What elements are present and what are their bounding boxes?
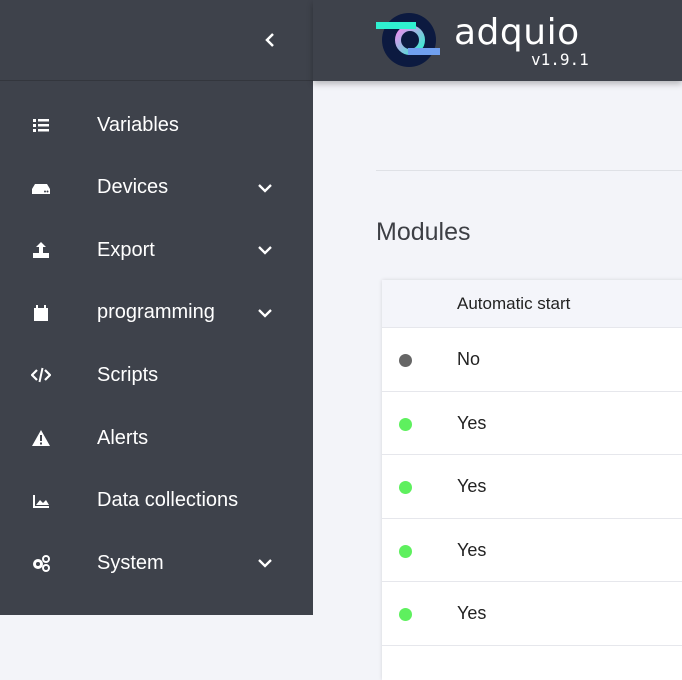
- status-dot: [399, 417, 412, 431]
- automatic-start-value: No: [457, 349, 481, 369]
- chevron-down-icon[interactable]: [255, 178, 275, 198]
- list-icon: [31, 115, 51, 135]
- chevron-down-icon[interactable]: [255, 240, 275, 260]
- modules-table: Automatic start No Yes Yes Yes Yes: [382, 280, 682, 680]
- status-dot: [399, 481, 412, 494]
- upload-icon: [31, 240, 51, 260]
- table-row[interactable]: Yes: [382, 455, 682, 519]
- sidebar-item-label: Alerts: [97, 426, 149, 449]
- automatic-start-value: Yes: [457, 603, 487, 623]
- adquio-logo: [376, 13, 440, 67]
- warning-icon: [31, 428, 51, 448]
- sidebar-item-label: Scripts: [97, 363, 159, 386]
- sidebar-item-label: Variables: [97, 113, 179, 136]
- table-header: Automatic start: [382, 280, 682, 328]
- automatic-start-value: Yes: [457, 476, 487, 496]
- sidebar-item-scripts[interactable]: Scripts: [0, 350, 313, 400]
- table-row[interactable]: No: [382, 328, 682, 392]
- chevron-down-icon[interactable]: [255, 303, 275, 323]
- chevron-left-icon: [265, 33, 274, 47]
- chevron-down-icon[interactable]: [255, 553, 275, 573]
- app-name: adquio: [454, 12, 580, 53]
- sidebar-item-label: Export: [97, 238, 155, 261]
- hdd-icon: [31, 178, 51, 198]
- sidebar: Variables Devices Export programming Scripts…: [0, 0, 313, 615]
- top-bar: adquio v1.9.1: [313, 0, 682, 81]
- sidebar-item-export[interactable]: Export: [0, 225, 313, 275]
- automatic-start-value: Yes: [457, 539, 487, 560]
- sidebar-item-label: programming: [97, 301, 215, 324]
- sidebar-item-alerts[interactable]: Alerts: [0, 413, 313, 463]
- app-version: v1.9.1: [531, 50, 589, 69]
- code-icon: [31, 365, 51, 385]
- table-row[interactable]: Yes: [382, 519, 682, 582]
- page-title: Modules: [376, 218, 471, 246]
- automatic-start-value: Yes: [457, 412, 487, 433]
- column-header-automatic-start[interactable]: Automatic start: [457, 294, 571, 313]
- divider: [376, 170, 682, 171]
- status-dot: [399, 354, 412, 367]
- collapse-sidebar-button[interactable]: [258, 28, 282, 52]
- sidebar-item-variables[interactable]: Variables: [0, 100, 313, 150]
- sidebar-item-system[interactable]: System: [0, 538, 313, 588]
- sidebar-item-label: Devices: [97, 176, 169, 199]
- area-chart-icon: [31, 491, 51, 511]
- sidebar-item-devices[interactable]: Devices: [0, 163, 313, 213]
- cogs-icon: [31, 553, 51, 573]
- sidebar-item-label: Data collections: [97, 489, 239, 512]
- table-row[interactable]: Yes: [382, 582, 682, 646]
- sidebar-header: [0, 0, 313, 81]
- status-dot: [399, 544, 412, 558]
- sidebar-item-label: System: [97, 551, 164, 574]
- calendar-icon: [31, 303, 51, 323]
- sidebar-item-programming[interactable]: programming: [0, 288, 313, 338]
- sidebar-item-data-collections[interactable]: Data collections: [0, 476, 313, 526]
- table-row[interactable]: Yes: [382, 392, 682, 455]
